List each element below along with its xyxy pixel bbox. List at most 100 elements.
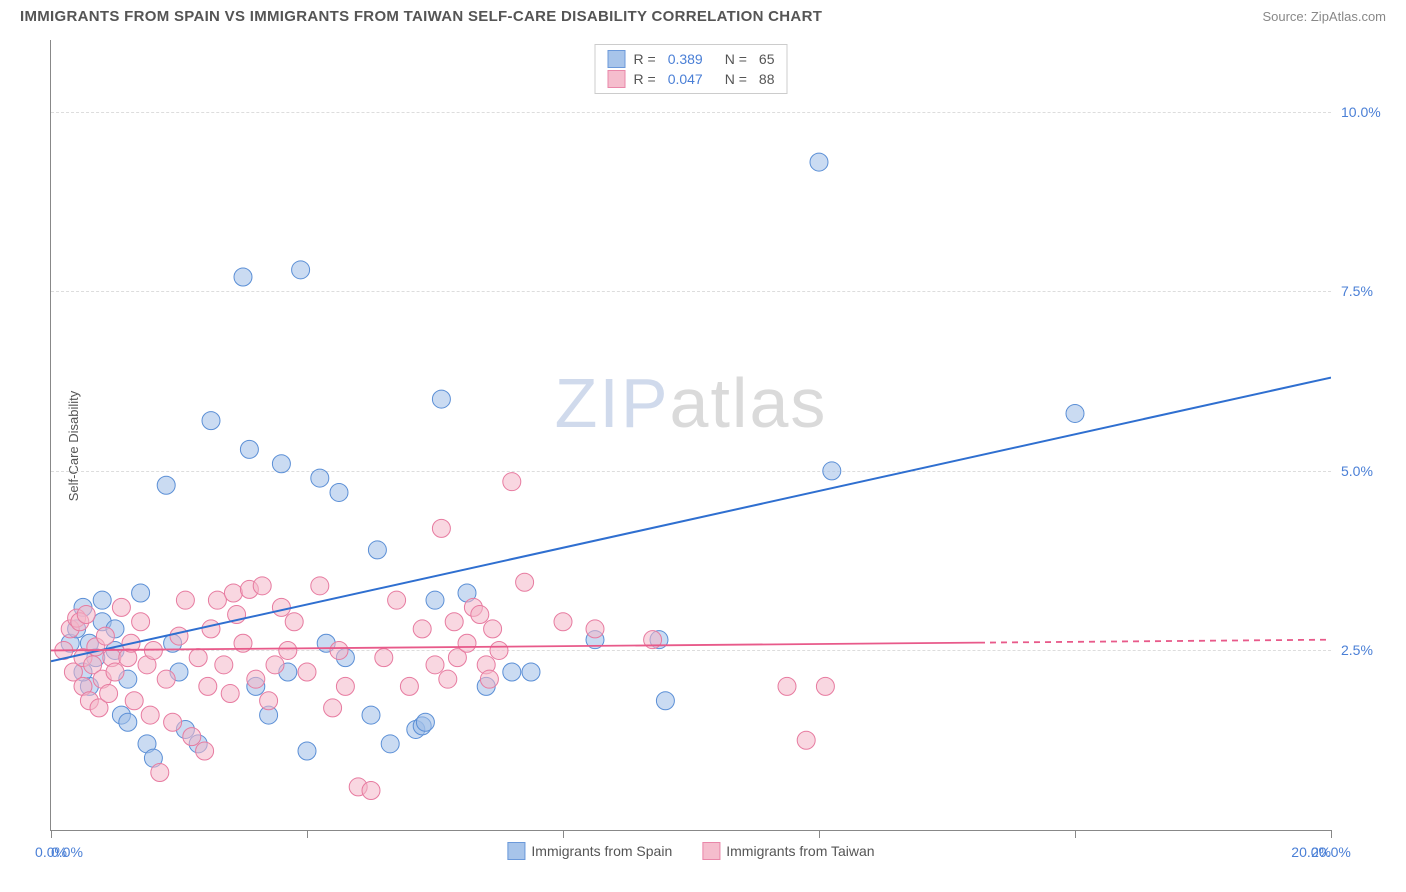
data-point — [247, 670, 265, 688]
legend-stats: R = 0.389 N = 65 R = 0.047 N = 88 — [595, 44, 788, 94]
data-point — [416, 713, 434, 731]
regression-line-dashed — [979, 640, 1331, 643]
data-point — [196, 742, 214, 760]
data-point — [311, 577, 329, 595]
legend-label-spain: Immigrants from Spain — [531, 843, 672, 859]
data-point — [484, 620, 502, 638]
data-point — [285, 613, 303, 631]
r-value-taiwan: 0.047 — [668, 71, 703, 87]
data-point — [823, 462, 841, 480]
swatch-spain — [608, 50, 626, 68]
data-point — [125, 692, 143, 710]
data-point — [432, 519, 450, 537]
data-point — [112, 598, 130, 616]
data-point — [157, 670, 175, 688]
y-tick-label: 7.5% — [1341, 283, 1391, 299]
data-point — [100, 685, 118, 703]
data-point — [176, 591, 194, 609]
data-point — [445, 613, 463, 631]
data-point — [202, 620, 220, 638]
data-point — [164, 713, 182, 731]
data-point — [388, 591, 406, 609]
legend-item-taiwan: Immigrants from Taiwan — [702, 842, 874, 860]
data-point — [132, 613, 150, 631]
data-point — [202, 412, 220, 430]
data-point — [471, 606, 489, 624]
regression-line — [51, 378, 1331, 662]
data-point — [324, 699, 342, 717]
data-point — [330, 483, 348, 501]
data-point — [119, 713, 137, 731]
data-point — [810, 153, 828, 171]
x-tick — [819, 830, 820, 838]
r-label: R = — [634, 71, 656, 87]
data-point — [199, 677, 217, 695]
data-point — [221, 685, 239, 703]
data-point — [458, 634, 476, 652]
data-point — [189, 649, 207, 667]
n-value-taiwan: 88 — [759, 71, 775, 87]
data-point — [311, 469, 329, 487]
data-point — [503, 473, 521, 491]
data-point — [272, 455, 290, 473]
n-label: N = — [725, 71, 747, 87]
y-tick-label: 5.0% — [1341, 463, 1391, 479]
data-point — [375, 649, 393, 667]
y-tick-label: 2.5% — [1341, 642, 1391, 658]
n-value-spain: 65 — [759, 51, 775, 67]
data-point — [215, 656, 233, 674]
data-point — [554, 613, 572, 631]
x-tick — [563, 830, 564, 838]
swatch-spain — [507, 842, 525, 860]
data-point — [490, 641, 508, 659]
data-point — [93, 591, 111, 609]
y-tick-label: 10.0% — [1341, 104, 1391, 120]
chart-title: IMMIGRANTS FROM SPAIN VS IMMIGRANTS FROM… — [20, 8, 822, 25]
data-point — [183, 728, 201, 746]
data-point — [1066, 404, 1084, 422]
legend-label-taiwan: Immigrants from Taiwan — [726, 843, 874, 859]
data-point — [77, 606, 95, 624]
legend-stats-row-spain: R = 0.389 N = 65 — [608, 49, 775, 69]
data-point — [381, 735, 399, 753]
data-point — [132, 584, 150, 602]
swatch-taiwan — [608, 70, 626, 88]
data-point — [272, 598, 290, 616]
x-tick-label: 20.0% — [1291, 844, 1331, 860]
data-point — [208, 591, 226, 609]
data-point — [368, 541, 386, 559]
data-point — [151, 764, 169, 782]
legend-item-spain: Immigrants from Spain — [507, 842, 672, 860]
chart-plot-area: ZIPatlas R = 0.389 N = 65 R = 0.047 N = … — [50, 40, 1331, 831]
x-tick — [307, 830, 308, 838]
data-point — [292, 261, 310, 279]
data-point — [224, 584, 242, 602]
data-point — [266, 656, 284, 674]
data-point — [413, 620, 431, 638]
x-tick — [51, 830, 52, 838]
data-point — [656, 692, 674, 710]
data-point — [778, 677, 796, 695]
data-point — [503, 663, 521, 681]
r-label: R = — [634, 51, 656, 67]
n-label: N = — [725, 51, 747, 67]
x-tick-label: 0.0% — [51, 844, 83, 860]
x-tick — [1331, 830, 1332, 838]
data-point — [797, 731, 815, 749]
data-point — [141, 706, 159, 724]
legend-bottom: Immigrants from Spain Immigrants from Ta… — [507, 842, 874, 860]
data-point — [816, 677, 834, 695]
data-point — [426, 591, 444, 609]
data-point — [330, 641, 348, 659]
data-point — [362, 782, 380, 800]
data-point — [240, 440, 258, 458]
x-tick — [1075, 830, 1076, 838]
data-point — [234, 268, 252, 286]
regression-line — [51, 643, 979, 651]
data-point — [336, 677, 354, 695]
data-point — [279, 641, 297, 659]
data-point — [439, 670, 457, 688]
data-point — [170, 627, 188, 645]
data-point — [426, 656, 444, 674]
source-label: Source: ZipAtlas.com — [1262, 9, 1386, 24]
